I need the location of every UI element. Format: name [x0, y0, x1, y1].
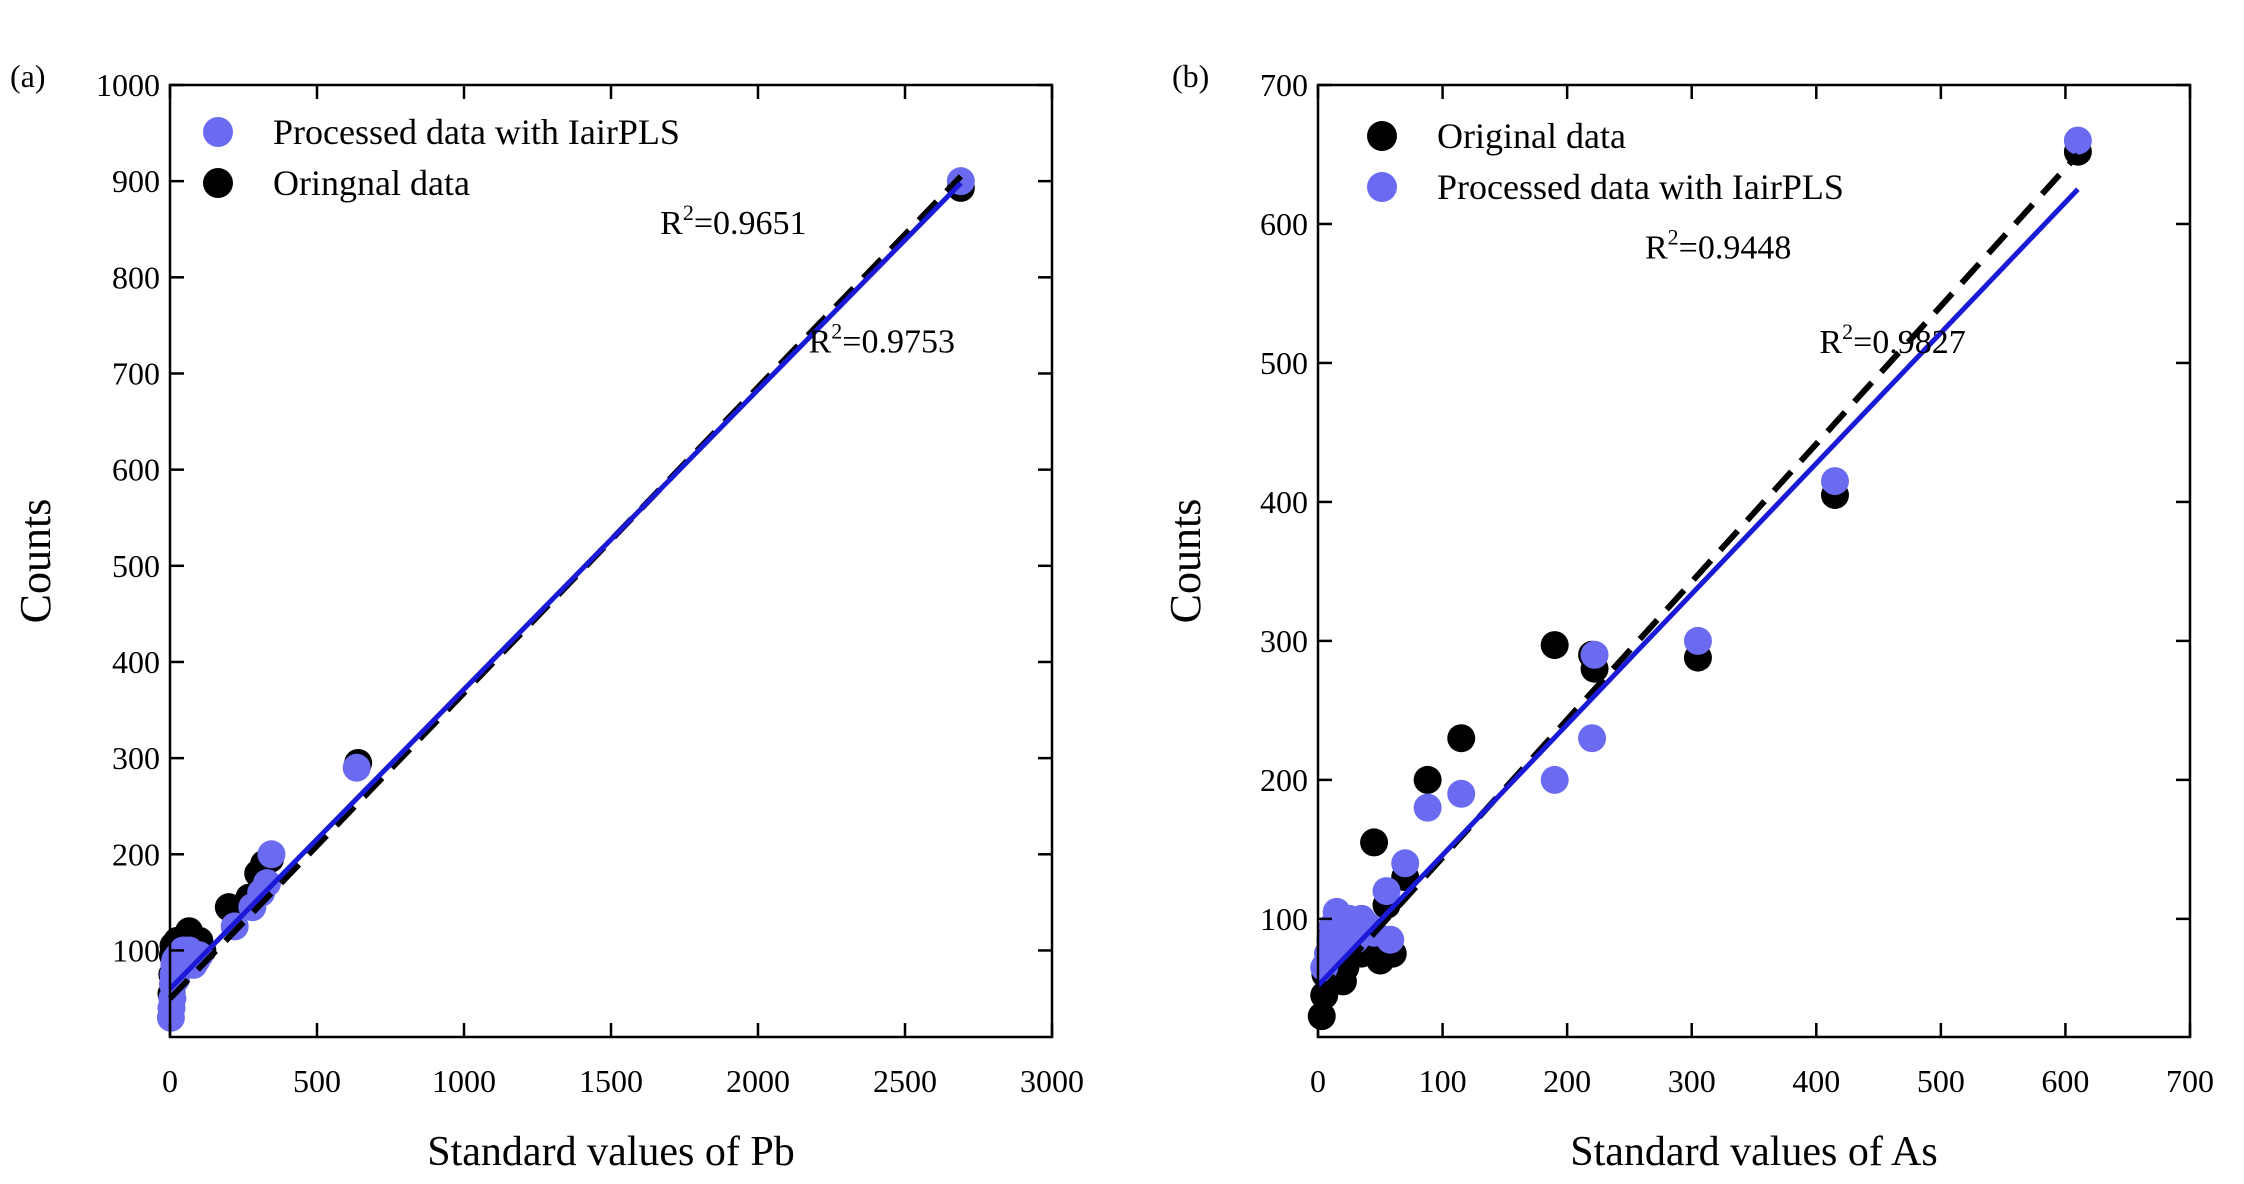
- r-base: R: [1819, 324, 1842, 361]
- x-tick-label: 0: [1310, 1063, 1326, 1099]
- x-tick-label: 2000: [726, 1063, 790, 1099]
- x-tick-label: 700: [2166, 1063, 2214, 1099]
- legend-label: Oringnal data: [273, 163, 470, 203]
- y-axis-label: Counts: [1161, 499, 1210, 624]
- r-value: =0.9651: [694, 205, 807, 242]
- y-tick-label: 600: [112, 452, 160, 488]
- r-sup: 2: [1842, 319, 1853, 344]
- legend-marker: [1367, 121, 1397, 151]
- x-tick-label: 0: [162, 1063, 178, 1099]
- x-tick-label: 3000: [1020, 1063, 1084, 1099]
- panel-b: 0 100 200 300 400 500 600 700 100 200 300 400 500 600…: [1161, 58, 2214, 1175]
- panel-label: (b): [1172, 58, 1209, 94]
- data-point: [2063, 126, 2092, 155]
- x-tick-label: 1500: [579, 1063, 643, 1099]
- data-point: [342, 753, 371, 782]
- data-point: [1578, 724, 1607, 753]
- panel-a: 0 500 1000 1500 2000 2500 3000 100 200 300 400 500 6…: [10, 58, 1084, 1175]
- x-tick-label: 2500: [873, 1063, 937, 1099]
- x-tick-label: 500: [293, 1063, 341, 1099]
- y-tick-label: 400: [112, 644, 160, 680]
- data-point: [1413, 765, 1442, 794]
- y-axis-label: Counts: [11, 499, 60, 624]
- r-sup: 2: [683, 200, 694, 225]
- r-sup: 2: [831, 318, 842, 343]
- r-squared-annotation: R2=0.9827: [1819, 319, 1965, 361]
- panel-label: (a): [10, 58, 46, 94]
- x-axis-label: Standard values of As: [1570, 1129, 1937, 1175]
- plot-frame: [1316, 83, 2192, 1039]
- y-tick-label: 700: [1260, 67, 1308, 103]
- data-point: [1391, 849, 1420, 878]
- y-tick-label: 100: [1260, 901, 1308, 937]
- y-tick-label: 500: [112, 548, 160, 584]
- data-point: [253, 869, 282, 898]
- r-value: =0.9827: [1853, 324, 1966, 361]
- y-tick-label: 900: [112, 163, 160, 199]
- x-tick-label: 600: [2041, 1063, 2089, 1099]
- data-point: [1447, 779, 1476, 808]
- legend-marker: [203, 117, 233, 147]
- r-sup: 2: [1668, 225, 1679, 250]
- data-point: [1413, 793, 1442, 822]
- y-tick-label: 200: [1260, 762, 1308, 798]
- r-base: R: [660, 205, 683, 242]
- data-point: [1360, 828, 1389, 857]
- data-point: [1683, 626, 1712, 655]
- y-tick-label: 100: [112, 932, 160, 968]
- data-point: [1376, 925, 1405, 954]
- x-tick-label: 500: [1917, 1063, 1965, 1099]
- legend-label: Processed data with IairPLS: [1437, 167, 1844, 207]
- y-tick-label: 700: [112, 355, 160, 391]
- data-point: [1307, 1002, 1336, 1031]
- r-value: =0.9448: [1679, 230, 1792, 267]
- legend-marker: [1367, 172, 1397, 202]
- r-base: R: [1645, 230, 1668, 267]
- r-squared-annotation: R2=0.9753: [809, 318, 955, 360]
- x-tick-label: 1000: [432, 1063, 496, 1099]
- fit-line-solid: [168, 181, 963, 991]
- data-point: [1372, 877, 1401, 906]
- r-value: =0.9753: [842, 323, 955, 360]
- x-tick-label: 100: [1419, 1063, 1467, 1099]
- y-tick-label: 300: [112, 740, 160, 776]
- r-base: R: [809, 323, 832, 360]
- data-point: [1540, 765, 1569, 794]
- data-point: [1580, 640, 1609, 669]
- y-tick-label: 200: [112, 836, 160, 872]
- data-point: [1447, 724, 1476, 753]
- y-tick-label: 1000: [96, 67, 160, 103]
- y-tick-label: 300: [1260, 623, 1308, 659]
- r-squared-annotation: R2=0.9651: [660, 200, 806, 242]
- legend-label: Processed data with IairPLS: [273, 112, 680, 152]
- x-axis-label: Standard values of Pb: [427, 1129, 794, 1175]
- y-tick-label: 600: [1260, 206, 1308, 242]
- data-point: [257, 840, 286, 869]
- y-tick-label: 400: [1260, 484, 1308, 520]
- legend-label: Original data: [1437, 116, 1626, 156]
- data-point: [1540, 631, 1569, 660]
- data-point: [1820, 467, 1849, 496]
- legend-marker: [203, 168, 233, 198]
- fit-line-dashed: [1315, 152, 2081, 998]
- x-tick-label: 400: [1792, 1063, 1840, 1099]
- y-tick-label: 500: [1260, 345, 1308, 381]
- fit-line-solid: [1316, 187, 2080, 988]
- r-squared-annotation: R2=0.9448: [1645, 225, 1791, 267]
- y-tick-label: 800: [112, 259, 160, 295]
- x-tick-label: 300: [1668, 1063, 1716, 1099]
- x-tick-label: 200: [1543, 1063, 1591, 1099]
